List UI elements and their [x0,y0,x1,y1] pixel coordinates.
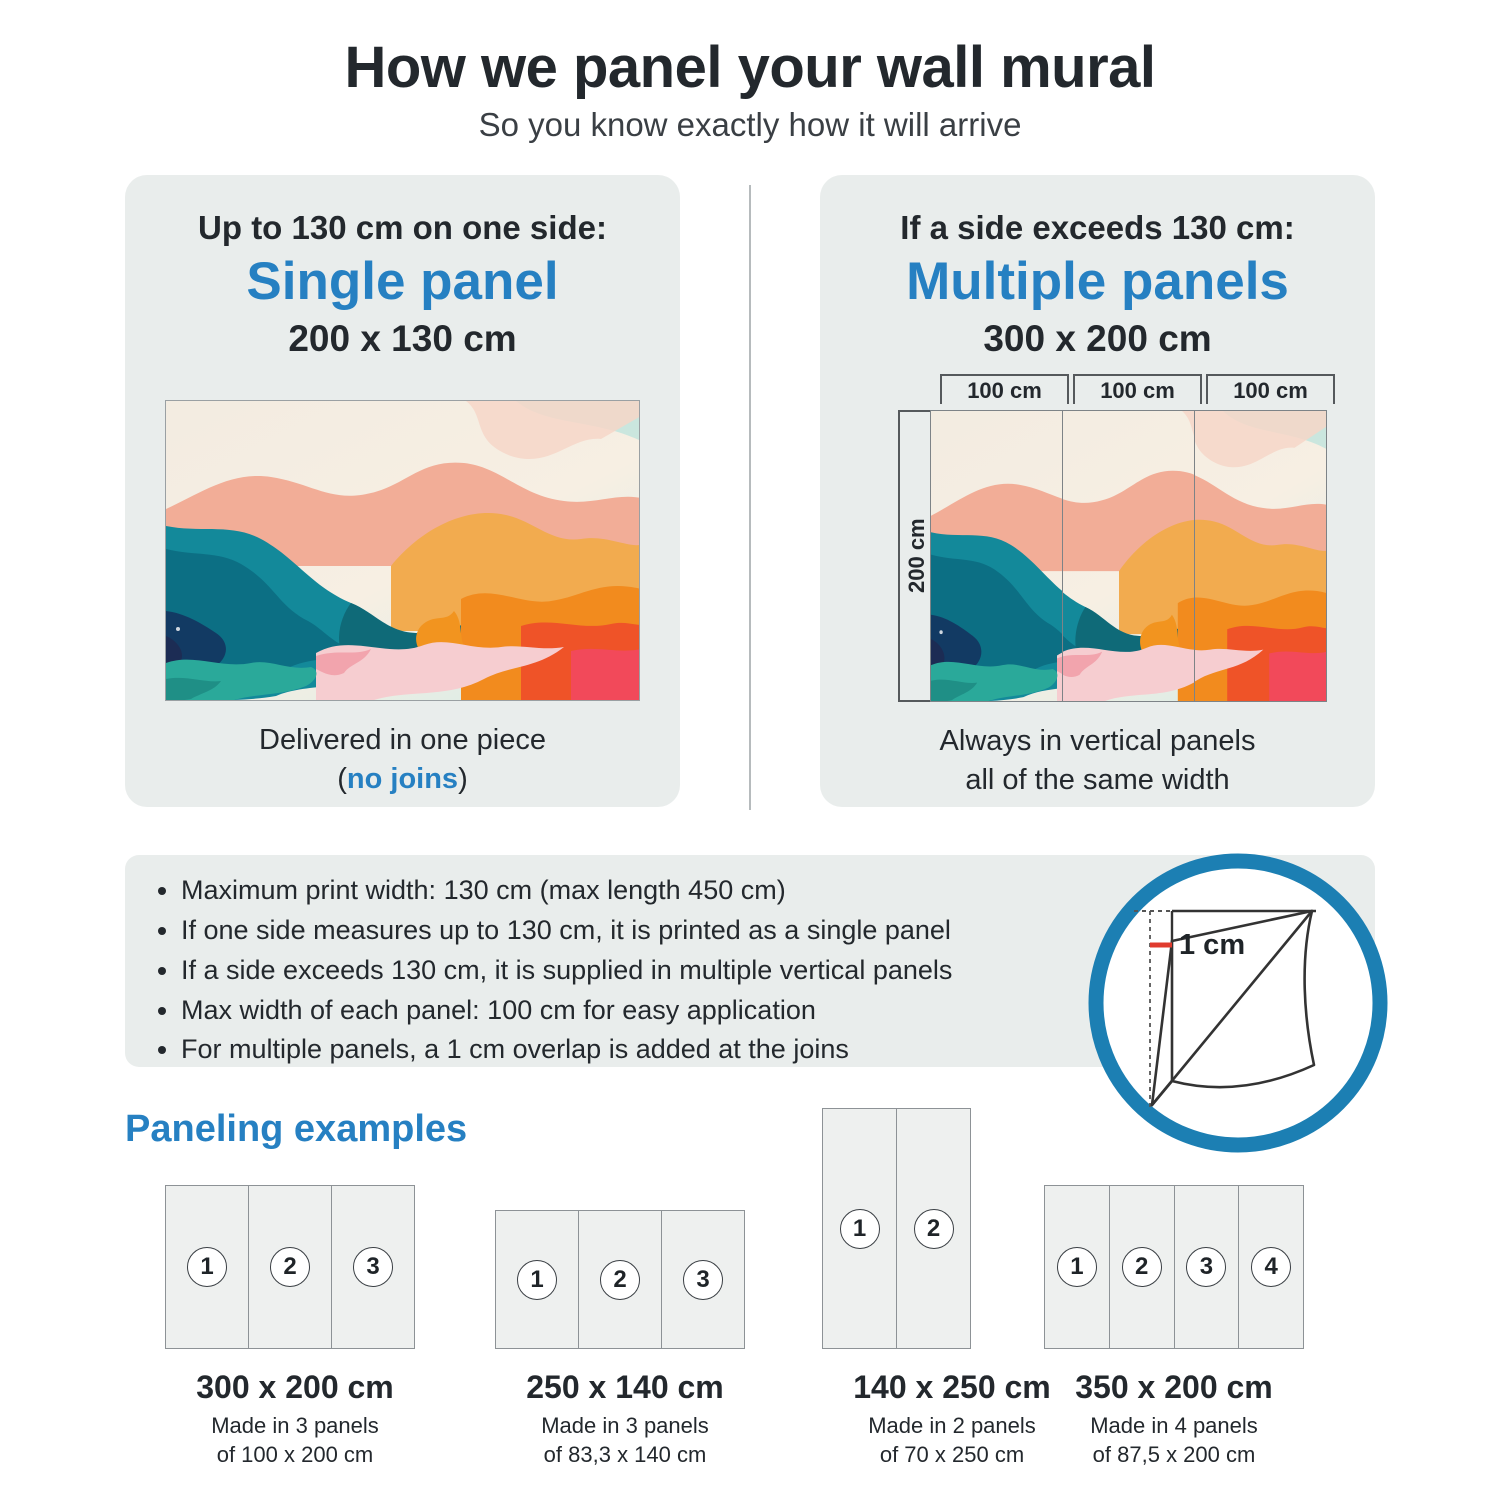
svg-text:1 cm: 1 cm [1179,929,1245,961]
